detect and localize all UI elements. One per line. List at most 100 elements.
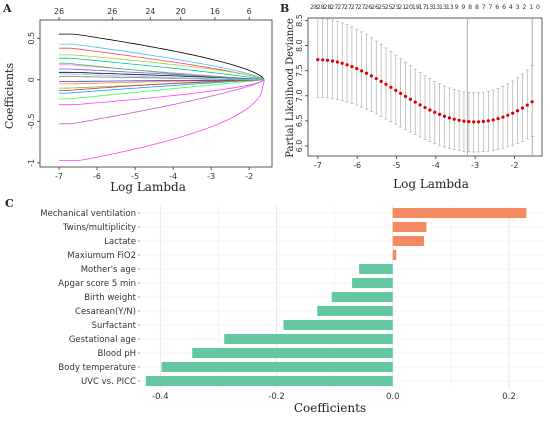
bar-9 bbox=[224, 333, 393, 345]
path-series-12 bbox=[59, 79, 265, 106]
b-toptick-label-11: 25 bbox=[385, 4, 393, 11]
b-toptick-label-23: 8 bbox=[468, 4, 472, 11]
b-ytick-label-0: 6.0 bbox=[295, 140, 304, 153]
b-toptick-label-16: 17 bbox=[419, 4, 427, 11]
panel-a-ylabel: Coefficients bbox=[3, 63, 16, 130]
panel-a-xlabel: Log Lambda bbox=[110, 180, 186, 194]
b-toptick-label-0: 28 bbox=[310, 4, 318, 11]
path-series-16 bbox=[59, 79, 265, 82]
b-point-28 bbox=[452, 117, 456, 121]
a-toptick-label-2: 24 bbox=[145, 7, 155, 16]
category-label-11: Body temperature bbox=[58, 363, 136, 373]
b-point-0 bbox=[316, 58, 320, 62]
b-ytick-label-5: 8.5 bbox=[295, 14, 304, 27]
b-point-32 bbox=[472, 120, 476, 124]
category-label-9: Gestational age bbox=[69, 335, 136, 345]
b-point-7 bbox=[350, 64, 354, 69]
path-series-3 bbox=[59, 43, 265, 81]
category-label-10: Blood pH bbox=[98, 349, 136, 359]
b-point-26 bbox=[442, 114, 447, 118]
path-series-6 bbox=[59, 57, 265, 81]
a-xtick-label-2: -5 bbox=[131, 172, 139, 181]
b-point-29 bbox=[457, 118, 461, 122]
panel-label-a: A bbox=[2, 2, 12, 15]
category-label-6: Birth weight bbox=[84, 293, 136, 303]
category-label-12: UVC vs. PICC bbox=[81, 377, 136, 387]
b-toptick-label-33: 0 bbox=[536, 4, 540, 11]
bar-4 bbox=[359, 263, 393, 275]
category-label-4: Mother's age bbox=[81, 265, 136, 275]
b-point-16 bbox=[394, 88, 398, 92]
b-toptick-label-17: 13 bbox=[425, 4, 433, 11]
b-ytick-label-1: 6.5 bbox=[295, 115, 304, 128]
c-xtick-label-0: -0.4 bbox=[152, 392, 169, 402]
b-point-31 bbox=[467, 120, 471, 124]
category-label-7: Cesarean(Y/N) bbox=[75, 307, 136, 317]
panel-label-b: B bbox=[280, 2, 289, 15]
b-toptick-label-7: 27 bbox=[358, 4, 366, 11]
path-series-11 bbox=[59, 79, 265, 100]
panel-label-c: C bbox=[5, 197, 14, 210]
panel-b-content: -7 -6 -5 -4 -3 -26.06.57.07.58.08.52828282727… bbox=[295, 4, 540, 170]
bar-2 bbox=[392, 235, 425, 247]
path-series-1 bbox=[59, 33, 265, 81]
b-toptick-label-31: 2 bbox=[522, 4, 526, 11]
b-toptick-label-8: 26 bbox=[364, 4, 372, 11]
path-series-17 bbox=[59, 62, 265, 81]
b-toptick-label-12: 23 bbox=[392, 4, 400, 11]
b-toptick-label-18: 13 bbox=[432, 4, 440, 11]
b-point-14 bbox=[384, 82, 388, 86]
c-xtick-label-2: 0.0 bbox=[386, 392, 400, 402]
category-label-2: Lactate bbox=[104, 237, 136, 247]
bar-5 bbox=[352, 277, 393, 289]
panel-b-frame bbox=[307, 17, 543, 157]
a-ytick-label-0: -1 bbox=[27, 159, 36, 167]
b-toptick-label-28: 6 bbox=[502, 4, 506, 11]
bar-12 bbox=[145, 375, 393, 387]
b-toptick-label-2: 28 bbox=[324, 4, 332, 11]
b-xtick-label-1: -6 bbox=[353, 161, 361, 170]
panel-b-cv-curve: B -7 -6 -5 -4 -3 -26.06.57.07.58.08.528282827… bbox=[280, 2, 543, 191]
b-toptick-label-27: 6 bbox=[495, 4, 499, 11]
bar-1 bbox=[392, 221, 427, 233]
b-point-36 bbox=[491, 118, 495, 122]
category-label-3: Maxiumum FiO2 bbox=[67, 251, 136, 261]
b-point-25 bbox=[438, 112, 442, 116]
path-series-18 bbox=[59, 79, 265, 91]
b-point-30 bbox=[462, 119, 466, 123]
b-xtick-label-5: -2 bbox=[510, 161, 518, 170]
panel-c-content: Mechanical ventilation Twins/multiplicity… bbox=[40, 206, 545, 402]
path-series-0 bbox=[59, 79, 265, 161]
bar-11 bbox=[161, 361, 393, 373]
panel-a-content: -7 -6 -5 -4 -3 -2 -1 -0.5 0 0.5 26 26 24 20 16 6 bbox=[27, 7, 265, 181]
a-xtick-label-3: -4 bbox=[169, 172, 177, 181]
b-xtick-label-3: -4 bbox=[432, 161, 440, 170]
a-toptick-label-4: 16 bbox=[210, 7, 220, 16]
b-point-20 bbox=[413, 100, 417, 104]
b-point-13 bbox=[379, 79, 383, 83]
b-toptick-label-30: 3 bbox=[516, 4, 520, 11]
b-toptick-label-15: 19 bbox=[412, 4, 420, 11]
a-ytick-label-3: 0.5 bbox=[27, 32, 36, 45]
b-ytick-label-4: 8.0 bbox=[295, 39, 304, 52]
b-toptick-label-20: 13 bbox=[446, 4, 454, 11]
panel-c-bar-chart: C Mechanical ventilation Twins/multiplici… bbox=[5, 197, 545, 415]
b-point-24 bbox=[433, 110, 437, 114]
a-xtick-label-4: -3 bbox=[207, 172, 215, 181]
bar-8 bbox=[283, 319, 393, 331]
b-point-22 bbox=[423, 105, 427, 110]
b-point-41 bbox=[515, 109, 520, 113]
path-series-19 bbox=[59, 73, 265, 81]
path-series-4 bbox=[59, 47, 265, 81]
b-toptick-label-1: 28 bbox=[317, 4, 325, 11]
bar-10 bbox=[192, 347, 393, 359]
b-point-6 bbox=[345, 63, 349, 67]
b-point-37 bbox=[496, 117, 500, 121]
bar-7 bbox=[317, 305, 393, 317]
b-point-12 bbox=[374, 76, 378, 81]
b-point-19 bbox=[408, 97, 412, 101]
category-label-1: Twins/multiplicity bbox=[62, 223, 136, 233]
b-point-10 bbox=[364, 71, 369, 75]
a-ytick-label-1: -0.5 bbox=[27, 114, 36, 130]
